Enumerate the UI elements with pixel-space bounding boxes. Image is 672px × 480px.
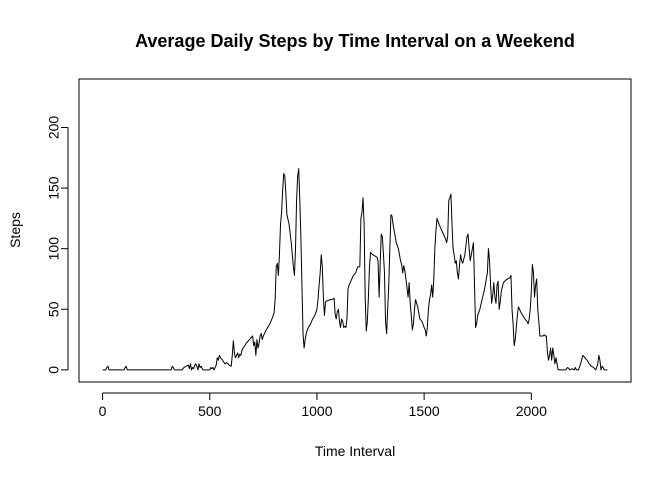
y-tick-label: 0	[46, 366, 62, 374]
x-tick-label: 1000	[301, 403, 332, 419]
x-tick-label: 0	[99, 403, 107, 419]
y-tick-label: 150	[46, 176, 62, 200]
x-tick-label: 2000	[516, 403, 547, 419]
x-tick-label: 1500	[409, 403, 440, 419]
x-axis: 0 500 1000 1500 2000	[99, 392, 547, 419]
y-axis: 0 50 100 150 200	[46, 116, 69, 374]
series-line	[102, 168, 608, 371]
y-tick-label: 100	[46, 237, 62, 261]
y-axis-label: Steps	[7, 212, 23, 248]
plot-frame	[78, 78, 632, 383]
x-tick-label: 500	[198, 403, 222, 419]
y-tick-label: 200	[46, 116, 62, 140]
x-axis-label: Time Interval	[315, 443, 395, 459]
chart-title: Average Daily Steps by Time Interval on …	[135, 31, 575, 51]
series-group	[102, 168, 608, 371]
y-tick-label: 50	[46, 301, 62, 317]
